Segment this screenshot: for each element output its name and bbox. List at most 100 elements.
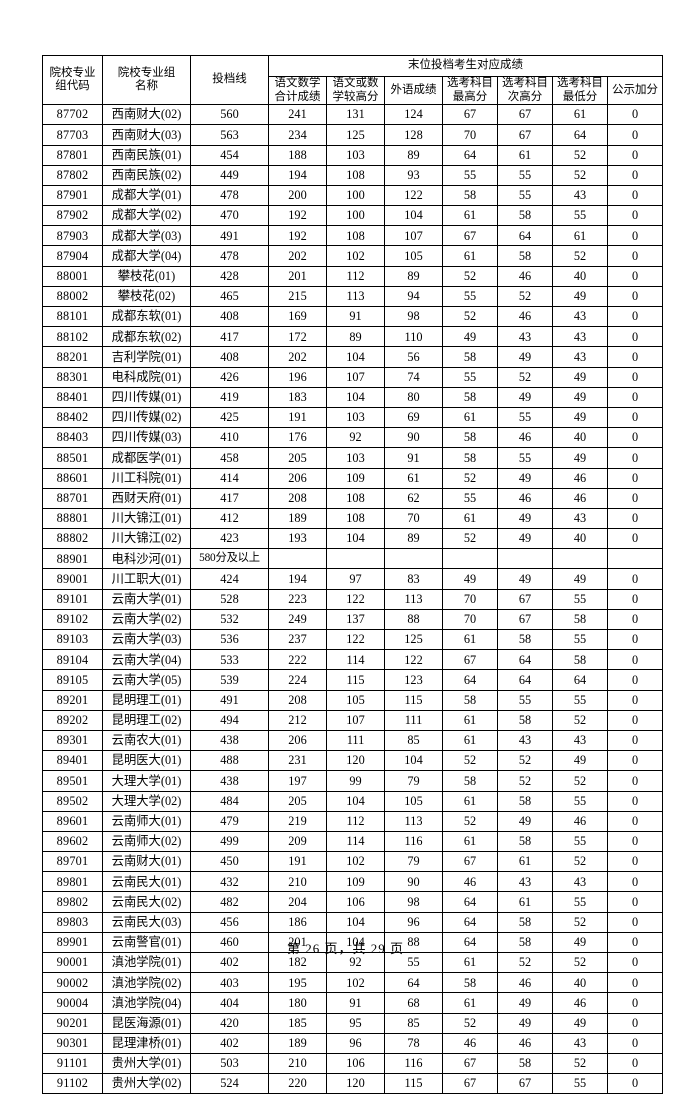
cell-bonus: 0 bbox=[606, 810, 664, 832]
cell-min: 49 bbox=[552, 285, 608, 308]
cell-high: 104 bbox=[326, 386, 385, 408]
table-row: 88701 西财天府(01) 417 208 108 62 55 46 46 0 bbox=[42, 487, 664, 509]
cell-max: 67 bbox=[442, 225, 498, 247]
cell-sum: 180 bbox=[268, 992, 327, 1014]
cell-high: 89 bbox=[326, 326, 385, 348]
cell-bonus: 0 bbox=[606, 1032, 664, 1054]
cell-line: 488 bbox=[190, 750, 269, 772]
cell-bonus: 0 bbox=[606, 447, 664, 469]
cell-second: 64 bbox=[497, 225, 553, 247]
cell-code: 91102 bbox=[42, 1073, 103, 1094]
cell-code: 88802 bbox=[42, 528, 103, 550]
cell-bonus: 0 bbox=[606, 305, 664, 328]
cell-min: 49 bbox=[552, 568, 608, 590]
cell-line: 503 bbox=[190, 1052, 269, 1075]
cell-code: 88001 bbox=[42, 265, 103, 287]
cell-bonus: 0 bbox=[606, 608, 664, 631]
cell-high: 109 bbox=[326, 467, 385, 489]
table-row: 89803 云南民大(03) 456 186 104 96 64 58 52 0 bbox=[42, 911, 664, 933]
cell-code: 88403 bbox=[42, 427, 103, 449]
cell-high: 103 bbox=[326, 406, 385, 429]
cell-min: 52 bbox=[552, 164, 608, 186]
cell-for: 55 bbox=[384, 951, 443, 974]
table-row: 88001 攀枝花(01) 428 201 112 89 52 46 40 0 bbox=[42, 265, 664, 287]
table-row: 90004 滇池学院(04) 404 180 91 68 61 49 46 0 bbox=[42, 992, 664, 1014]
cell-code: 88701 bbox=[42, 487, 103, 509]
cell-name: 云南大学(03) bbox=[102, 628, 191, 651]
header-code-line1: 院校专业 bbox=[49, 66, 96, 79]
cell-code: 89104 bbox=[42, 649, 103, 671]
table-row: 88201 吉利学院(01) 408 202 104 56 58 49 43 0 bbox=[42, 346, 664, 368]
cell-high: 102 bbox=[326, 245, 385, 267]
table-row: 88101 成都东软(01) 408 169 91 98 52 46 43 0 bbox=[42, 305, 664, 328]
cell-code: 88002 bbox=[42, 285, 103, 308]
cell-code: 87901 bbox=[42, 184, 103, 207]
cell-max: 52 bbox=[442, 265, 498, 287]
cell-code: 87702 bbox=[42, 104, 103, 126]
cell-sum: 197 bbox=[268, 770, 327, 792]
cell-second: 67 bbox=[497, 608, 553, 631]
cell-max: 70 bbox=[442, 588, 498, 610]
cell-code: 89501 bbox=[42, 770, 103, 792]
cell-min: 55 bbox=[552, 628, 608, 651]
cell-high: 120 bbox=[326, 1073, 385, 1094]
cell-code: 89602 bbox=[42, 830, 103, 853]
cell-code: 89802 bbox=[42, 891, 103, 913]
cell-high: 114 bbox=[326, 830, 385, 853]
cell-bonus: 0 bbox=[606, 709, 664, 731]
cell-sum: 172 bbox=[268, 326, 327, 348]
cell-max: 61 bbox=[442, 790, 498, 812]
cell-second: 58 bbox=[497, 830, 553, 853]
cell-min: 40 bbox=[552, 972, 608, 994]
table-row: 89202 昆明理工(02) 494 212 107 111 61 58 52 0 bbox=[42, 709, 664, 731]
cell-high: 125 bbox=[326, 124, 385, 146]
cell-bonus: 0 bbox=[606, 729, 664, 752]
cell-code: 89301 bbox=[42, 729, 103, 752]
cell-high: 108 bbox=[326, 487, 385, 509]
cell-bonus: 0 bbox=[606, 972, 664, 994]
cell-second: 49 bbox=[497, 467, 553, 489]
cell-for: 79 bbox=[384, 851, 443, 873]
cell-high: 100 bbox=[326, 184, 385, 207]
cell-min: 55 bbox=[552, 891, 608, 913]
cell-line: 528 bbox=[190, 588, 269, 610]
cell-max: 64 bbox=[442, 891, 498, 913]
cell-name: 滇池学院(04) bbox=[102, 992, 191, 1014]
cell-line: 478 bbox=[190, 184, 269, 207]
cell-for: 107 bbox=[384, 225, 443, 247]
cell-for: 89 bbox=[384, 144, 443, 166]
cell-second: 49 bbox=[497, 528, 553, 550]
header-cell-code: 院校专业 组代码 bbox=[42, 54, 103, 106]
cell-line: 417 bbox=[190, 326, 269, 348]
cell-code: 90004 bbox=[42, 992, 103, 1014]
cell-high: 113 bbox=[326, 285, 385, 308]
cell-high: 111 bbox=[326, 729, 385, 752]
cell-max: 61 bbox=[442, 992, 498, 1014]
cell-min: 43 bbox=[552, 871, 608, 893]
cell-min: 43 bbox=[552, 305, 608, 328]
cell-line: 479 bbox=[190, 810, 269, 832]
header-cell-bonus: 公示加分 bbox=[606, 75, 664, 106]
cell-line: 404 bbox=[190, 992, 269, 1014]
cell-code: 88401 bbox=[42, 386, 103, 408]
cell-code: 89105 bbox=[42, 669, 103, 691]
table-row: 89701 云南财大(01) 450 191 102 79 67 61 52 0 bbox=[42, 851, 664, 873]
cell-bonus: 0 bbox=[606, 245, 664, 267]
cell-sum: 206 bbox=[268, 729, 327, 752]
cell-for: 115 bbox=[384, 1073, 443, 1094]
cell-code: 88402 bbox=[42, 406, 103, 429]
cell-second: 52 bbox=[497, 285, 553, 308]
cell-for: 113 bbox=[384, 588, 443, 610]
cell-sum: 189 bbox=[268, 507, 327, 530]
cell-line: 408 bbox=[190, 305, 269, 328]
table-row: 89103 云南大学(03) 536 237 122 125 61 58 55 0 bbox=[42, 628, 664, 651]
cell-for: 62 bbox=[384, 487, 443, 509]
cell-bonus: 0 bbox=[606, 487, 664, 509]
cell-name: 云南民大(03) bbox=[102, 911, 191, 933]
table-row: 87703 西南财大(03) 563 234 125 128 70 67 64 0 bbox=[42, 124, 664, 146]
cell-name: 贵州大学(02) bbox=[102, 1073, 191, 1094]
cell-bonus: 0 bbox=[606, 164, 664, 186]
cell-line: 560 bbox=[190, 104, 269, 126]
cell-sum: 224 bbox=[268, 669, 327, 691]
cell-sum: 204 bbox=[268, 891, 327, 913]
